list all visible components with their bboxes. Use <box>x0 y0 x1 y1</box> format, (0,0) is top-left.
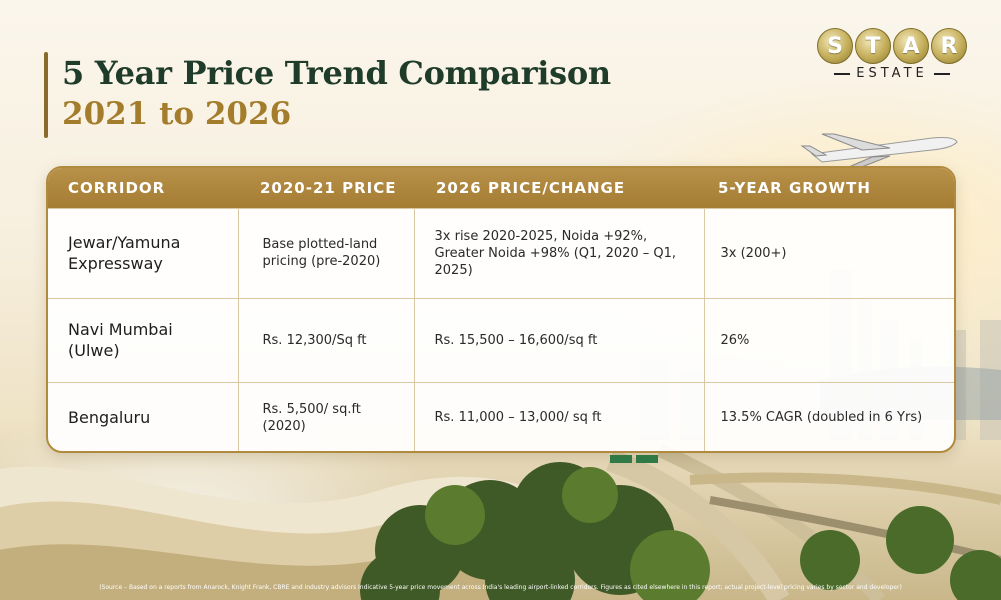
cell-2026-price-change: 3x rise 2020-2025, Noida +92%, Greater N… <box>414 207 705 298</box>
cell-2026-price-change: Rs. 11,000 – 13,000/ sq ft <box>414 381 705 451</box>
forest-highway-image <box>360 443 1001 600</box>
page-subtitle: 2021 to 2026 <box>62 96 292 132</box>
comparison-table: CORRIDOR 2020-21 PRICE 2026 PRICE/CHANGE… <box>48 168 954 451</box>
cell-corridor: Navi Mumbai (Ulwe) <box>48 297 239 382</box>
table-row: Navi Mumbai (Ulwe) Rs. 12,300/Sq ft Rs. … <box>48 297 954 382</box>
cell-2020-21-price: Rs. 5,500/ sq.ft (2020) <box>238 381 415 451</box>
cell-5-year-growth: 3x (200+) <box>704 207 954 298</box>
header-corridor: CORRIDOR <box>68 178 166 197</box>
source-footnote: (Source – Based on a reports from Anaroc… <box>99 584 902 591</box>
price-comparison-table: CORRIDOR 2020-21 PRICE 2026 PRICE/CHANGE… <box>46 166 956 453</box>
title-accent-bar <box>44 52 48 138</box>
cell-corridor: Jewar/Yamuna Expressway <box>48 207 239 298</box>
logo-letters: S T A R <box>812 28 972 64</box>
star-estate-logo: S T A R ESTATE <box>812 28 972 88</box>
table-row: Jewar/Yamuna Expressway Base plotted-lan… <box>48 207 954 298</box>
logo-subtitle-row: ESTATE <box>812 66 972 81</box>
logo-letter: S <box>817 28 853 64</box>
logo-letter: R <box>931 28 967 64</box>
logo-letter: T <box>855 28 891 64</box>
header-5-year-growth: 5-YEAR GROWTH <box>718 178 871 197</box>
cell-2026-price-change: Rs. 15,500 – 16,600/sq ft <box>414 297 705 382</box>
cell-5-year-growth: 26% <box>704 297 954 382</box>
table-header-row: CORRIDOR 2020-21 PRICE 2026 PRICE/CHANGE… <box>48 168 954 208</box>
logo-dash-right <box>933 72 950 75</box>
logo-subtitle: ESTATE <box>856 66 928 81</box>
cell-2020-21-price: Base plotted-land pricing (pre-2020) <box>238 207 415 298</box>
logo-letter: A <box>893 28 929 64</box>
header-2026-price-change: 2026 PRICE/CHANGE <box>436 178 626 197</box>
table-row: Bengaluru Rs. 5,500/ sq.ft (2020) Rs. 11… <box>48 381 954 451</box>
cell-corridor: Bengaluru <box>48 381 239 451</box>
header-2020-21-price: 2020-21 PRICE <box>260 178 397 197</box>
cell-5-year-growth: 13.5% CAGR (doubled in 6 Yrs) <box>704 381 954 451</box>
page-title: 5 Year Price Trend Comparison <box>62 54 611 92</box>
cell-2020-21-price: Rs. 12,300/Sq ft <box>238 297 415 382</box>
logo-dash-left <box>834 72 851 75</box>
